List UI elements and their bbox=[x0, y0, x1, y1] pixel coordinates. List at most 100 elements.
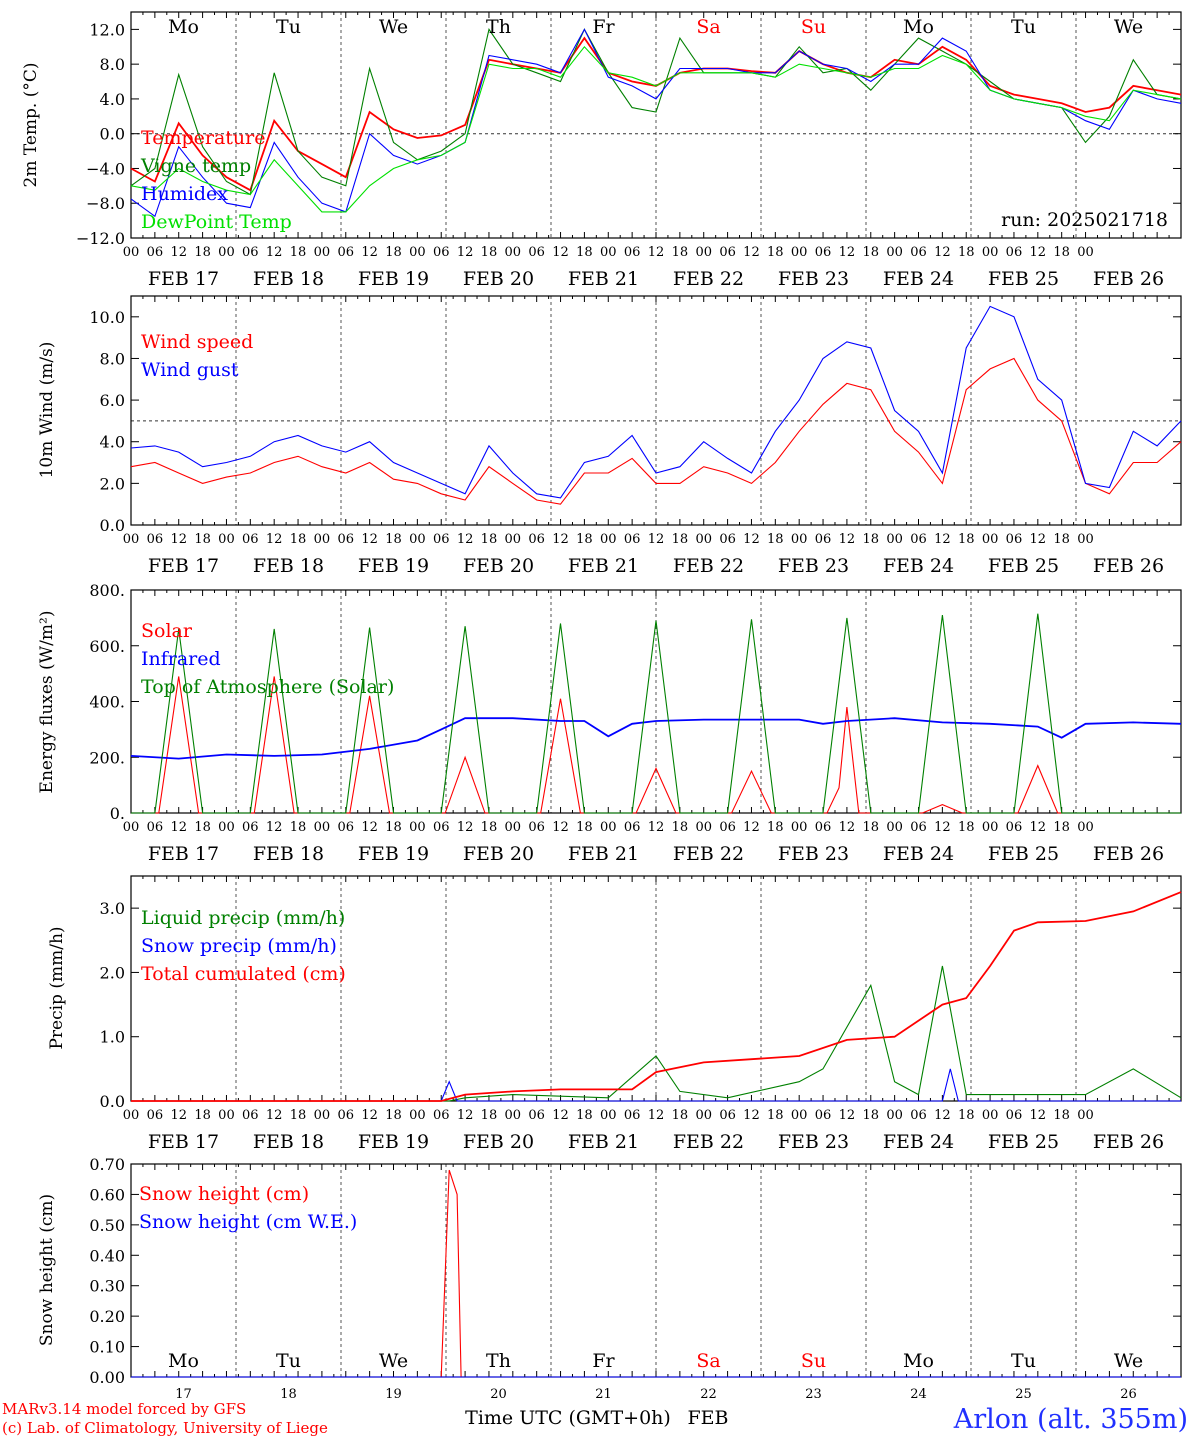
series-line-infrared bbox=[130, 717, 1182, 760]
hour-tick-label: 06 bbox=[528, 1108, 545, 1123]
y-tick-label: −4.0 bbox=[86, 159, 125, 178]
date-label: FEB 26 bbox=[1093, 268, 1164, 290]
hour-tick-label: 12 bbox=[266, 1108, 283, 1123]
weekday-label: Su bbox=[801, 16, 826, 38]
hour-tick-label: 00 bbox=[982, 245, 999, 260]
hour-tick-label: 12 bbox=[361, 1108, 378, 1123]
hour-tick-label: 00 bbox=[409, 245, 426, 260]
date-label: FEB 20 bbox=[463, 1131, 534, 1153]
hour-tick-label: 18 bbox=[1053, 1108, 1070, 1123]
hour-tick-label: 18 bbox=[576, 532, 593, 547]
hour-tick-label: 00 bbox=[218, 532, 235, 547]
hour-tick-label: 18 bbox=[194, 532, 211, 547]
hour-tick-label: 06 bbox=[815, 532, 832, 547]
date-label: FEB 23 bbox=[778, 1131, 849, 1153]
hour-tick-label: 06 bbox=[624, 820, 641, 835]
hour-tick-label: 12 bbox=[266, 820, 283, 835]
series-line-wind-gust bbox=[130, 305, 1182, 499]
hour-tick-label: 18 bbox=[862, 1108, 879, 1123]
hour-tick-label: 06 bbox=[1006, 532, 1023, 547]
hour-tick-label: 00 bbox=[600, 1108, 617, 1123]
y-tick-label: 0.00 bbox=[89, 1368, 125, 1387]
hour-tick-label: 18 bbox=[1053, 245, 1070, 260]
legend-entry: Snow height (cm) bbox=[139, 1183, 309, 1205]
hour-tick-label: 06 bbox=[242, 820, 259, 835]
hour-tick-label: 18 bbox=[672, 245, 689, 260]
hour-tick-label: 12 bbox=[457, 1108, 474, 1123]
weekday-label: Fr bbox=[592, 1350, 615, 1372]
legend-entry: Solar bbox=[141, 620, 193, 642]
hour-tick-label: 00 bbox=[600, 245, 617, 260]
hour-tick-label: 12 bbox=[839, 820, 856, 835]
hour-tick-label: 00 bbox=[886, 1108, 903, 1123]
y-tick-label: 0.0 bbox=[100, 516, 125, 535]
copyright-credit: (c) Lab. of Climatology, University of L… bbox=[2, 1419, 328, 1437]
hour-tick-label: 06 bbox=[147, 1108, 164, 1123]
y-tick-label: 0.10 bbox=[89, 1338, 125, 1357]
hour-tick-label: 00 bbox=[886, 245, 903, 260]
hour-tick-label: 18 bbox=[576, 820, 593, 835]
series-line-dewpoint-temp bbox=[130, 45, 1182, 213]
y-axis-label: 2m Temp. (°C) bbox=[21, 62, 41, 187]
hour-tick-label: 12 bbox=[552, 245, 569, 260]
date-label: FEB 21 bbox=[568, 268, 639, 290]
hour-tick-label: 18 bbox=[672, 820, 689, 835]
day-number-label: 23 bbox=[805, 1387, 822, 1402]
date-label: FEB 22 bbox=[673, 555, 744, 577]
date-label: FEB 18 bbox=[253, 843, 324, 865]
hour-tick-label: 18 bbox=[481, 245, 498, 260]
date-label: FEB 18 bbox=[253, 268, 324, 290]
month-label: FEB bbox=[687, 1407, 728, 1429]
day-number-label: 26 bbox=[1120, 1387, 1137, 1402]
hour-tick-label: 12 bbox=[266, 532, 283, 547]
hour-tick-label: 06 bbox=[433, 1108, 450, 1123]
y-axis-label: Snow height (cm) bbox=[37, 1194, 57, 1346]
hour-tick-label: 18 bbox=[1053, 532, 1070, 547]
date-label: FEB 24 bbox=[883, 843, 954, 865]
series-line-vigne-temp bbox=[130, 28, 1182, 196]
hour-tick-label: 00 bbox=[409, 532, 426, 547]
date-label: FEB 21 bbox=[568, 843, 639, 865]
hour-tick-label: 00 bbox=[600, 532, 617, 547]
hour-tick-label: 12 bbox=[934, 820, 951, 835]
hour-tick-label: 18 bbox=[385, 1108, 402, 1123]
hour-tick-label: 00 bbox=[1077, 245, 1094, 260]
hour-tick-label: 00 bbox=[409, 820, 426, 835]
y-tick-label: 0.20 bbox=[89, 1307, 125, 1326]
y-tick-label: 800. bbox=[89, 581, 125, 600]
hour-tick-label: 00 bbox=[1077, 532, 1094, 547]
date-label: FEB 23 bbox=[778, 555, 849, 577]
y-tick-label: 0. bbox=[110, 804, 125, 823]
hour-tick-label: 12 bbox=[648, 820, 665, 835]
hour-tick-label: 18 bbox=[1053, 820, 1070, 835]
x-axis-label: Time UTC (GMT+0h) bbox=[465, 1407, 671, 1429]
date-label: FEB 20 bbox=[463, 268, 534, 290]
hour-tick-label: 00 bbox=[218, 820, 235, 835]
y-tick-label: 3.0 bbox=[100, 899, 125, 918]
hour-tick-label: 12 bbox=[648, 1108, 665, 1123]
hour-tick-label: 18 bbox=[481, 532, 498, 547]
weekday-label: Tu bbox=[1011, 1350, 1036, 1372]
hour-tick-label: 06 bbox=[147, 245, 164, 260]
hour-tick-label: 18 bbox=[958, 245, 975, 260]
hour-tick-label: 00 bbox=[982, 532, 999, 547]
legend-entry: Vigne temp bbox=[140, 155, 251, 177]
hour-tick-label: 00 bbox=[695, 820, 712, 835]
hour-tick-label: 06 bbox=[337, 1108, 354, 1123]
day-number-label: 19 bbox=[385, 1387, 402, 1402]
weekday-label: We bbox=[1114, 16, 1143, 38]
hour-tick-label: 18 bbox=[385, 245, 402, 260]
hour-tick-label: 06 bbox=[337, 820, 354, 835]
hour-tick-label: 00 bbox=[505, 245, 522, 260]
legend-entry: Wind speed bbox=[141, 331, 253, 353]
hour-tick-label: 12 bbox=[361, 820, 378, 835]
hour-tick-label: 06 bbox=[719, 820, 736, 835]
hour-tick-label: 18 bbox=[481, 1108, 498, 1123]
hour-tick-label: 12 bbox=[266, 245, 283, 260]
hour-tick-label: 18 bbox=[290, 820, 307, 835]
date-label: FEB 24 bbox=[883, 268, 954, 290]
hour-tick-label: 18 bbox=[958, 1108, 975, 1123]
date-label: FEB 23 bbox=[778, 843, 849, 865]
hour-tick-label: 00 bbox=[791, 820, 808, 835]
hour-tick-label: 00 bbox=[1077, 820, 1094, 835]
